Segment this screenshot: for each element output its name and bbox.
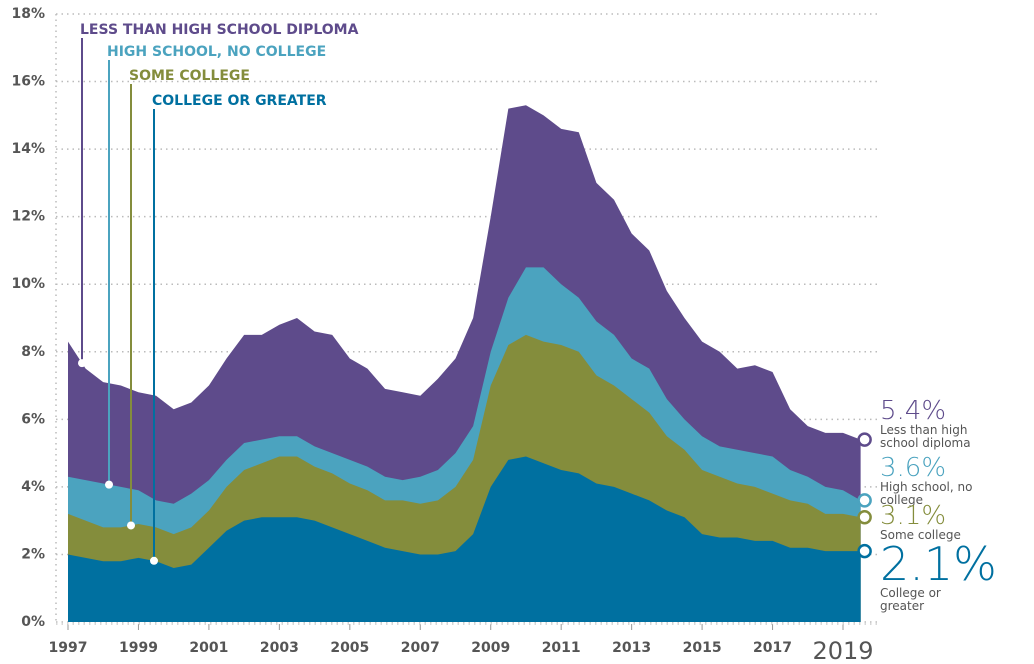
end-value: 2.1% xyxy=(880,537,997,591)
y-tick-label: 6% xyxy=(21,411,45,427)
end-label: 3.6% High school, no college xyxy=(880,455,1030,507)
y-tick-label: 0% xyxy=(21,614,45,630)
y-tick-label: 10% xyxy=(11,276,45,292)
y-tick-label: 8% xyxy=(21,344,45,360)
y-tick-label: 18% xyxy=(11,6,45,22)
end-name: High school, no college xyxy=(880,480,973,508)
callout-dot xyxy=(105,480,113,489)
y-tick-label: 14% xyxy=(11,141,45,157)
legend-label: HIGH SCHOOL, NO COLLEGE xyxy=(107,44,326,60)
end-label: 2.1% College or greater xyxy=(880,541,1030,613)
legend-label: SOME COLLEGE xyxy=(129,68,250,84)
end-name: Less than high school diploma xyxy=(880,423,971,451)
x-tick-label: 2015 xyxy=(683,640,722,656)
x-tick-label: 2011 xyxy=(542,640,581,656)
end-marker xyxy=(857,432,872,447)
y-tick-label: 2% xyxy=(21,546,45,562)
y-tick-label: 4% xyxy=(21,479,45,495)
x-tick-label: 2003 xyxy=(260,640,299,656)
legend-label: LESS THAN HIGH SCHOOL DIPLOMA xyxy=(80,22,359,38)
x-tick-label: 1999 xyxy=(119,640,158,656)
x-tick-label: 2009 xyxy=(471,640,510,656)
end-marker xyxy=(857,543,872,559)
callout-dot xyxy=(78,359,86,368)
end-label: 3.1% Some college xyxy=(880,503,1030,542)
end-value: 3.6% xyxy=(880,453,947,483)
y-tick-label: 16% xyxy=(11,74,45,90)
end-name: College or greater xyxy=(880,586,941,614)
x-tick-label: 2001 xyxy=(189,640,228,656)
end-value: 3.1% xyxy=(880,501,947,531)
y-tick-label: 12% xyxy=(11,209,45,225)
legend-label: COLLEGE OR GREATER xyxy=(152,93,327,109)
x-tick-label: 2007 xyxy=(401,640,440,656)
callout-dot xyxy=(150,556,158,565)
x-tick-label: 2005 xyxy=(330,640,369,656)
end-marker xyxy=(857,510,872,525)
area xyxy=(68,456,861,622)
x-tick-label: 2019 xyxy=(812,637,873,664)
end-marker xyxy=(857,493,872,508)
x-tick-label: 2013 xyxy=(612,640,651,656)
x-tick-label: 2017 xyxy=(753,640,792,656)
end-value: 5.4% xyxy=(880,396,947,426)
callout-dot xyxy=(127,521,135,530)
end-name: Some college xyxy=(880,528,961,542)
end-label: 5.4% Less than high school diploma xyxy=(880,398,1030,450)
x-tick-label: 1997 xyxy=(49,640,88,656)
